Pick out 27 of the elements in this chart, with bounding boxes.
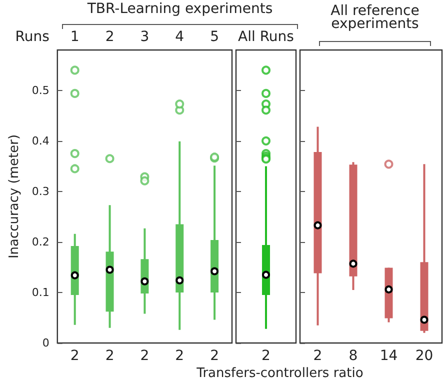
x-axis-title: Transfers-controllers ratio	[196, 366, 364, 381]
text: 4	[175, 29, 184, 45]
x-tick-label: 2	[262, 348, 270, 364]
y-tick-label: 0.3	[32, 184, 50, 198]
text: 1	[70, 29, 80, 45]
text: Runs	[15, 29, 50, 45]
x-tick-label: 2	[140, 348, 150, 364]
x-tick-label: 2	[175, 348, 184, 364]
x-tick-label: 20	[415, 348, 434, 364]
text: 3	[140, 29, 150, 45]
text: 5	[210, 29, 219, 45]
y-axis-title: Inaccuracy (meter)	[7, 134, 22, 259]
chart-title: TBR-Learning experiments	[86, 1, 274, 17]
x-tick-label: 2	[313, 348, 322, 364]
x-tick-label: 2	[105, 348, 114, 364]
x-tick-label: 2	[70, 348, 80, 364]
x-tick-label: 2	[210, 348, 219, 364]
y-tick-label: 0	[42, 336, 50, 350]
y-tick-label: 0.5	[32, 84, 50, 97]
x-tick-label: 14	[380, 348, 398, 364]
y-tick-label: 0.1	[32, 286, 50, 299]
y-tick-label: 0.2	[32, 235, 50, 248]
text: 2	[105, 29, 114, 45]
y-tick-label: 0.4	[32, 134, 50, 148]
x-tick-label: 8	[348, 348, 358, 364]
chart-title: All reference experiments	[330, 3, 420, 32]
text: All Runs	[238, 29, 294, 45]
